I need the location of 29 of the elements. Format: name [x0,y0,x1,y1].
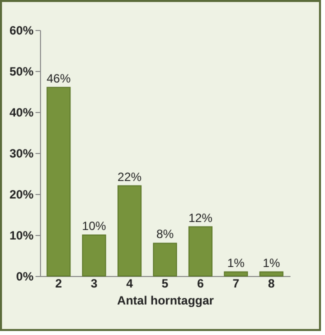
data-label: 1% [262,256,280,270]
x-tick-label: 3 [90,276,98,290]
data-label: 46% [46,71,71,86]
data-label: 1% [227,256,245,270]
y-tick-label: 30% [9,146,34,160]
bar [118,185,142,276]
y-tick-label: 10% [9,228,34,242]
bar [188,226,212,276]
data-label: 10% [82,219,106,233]
y-tick-label: 60% [9,24,34,38]
y-tick-label: 40% [9,106,34,120]
data-label: 8% [156,227,174,242]
data-label: 12% [188,210,213,225]
x-axis-title: Antal horntaggar [117,294,214,308]
x-tick-label: 8 [268,276,276,290]
bar [259,271,284,276]
bar [224,271,248,276]
y-tick-label: 0% [16,270,34,284]
x-tick-label: 6 [197,276,204,290]
x-tick-label: 4 [126,276,134,290]
x-tick-label: 5 [162,276,169,290]
y-tick-label: 50% [9,64,34,78]
data-label: 22% [118,170,142,184]
x-tick-label: 2 [55,276,62,290]
y-tick-label: 20% [9,188,34,202]
bar [82,234,106,276]
x-tick-label: 7 [232,276,240,290]
bar [46,86,71,276]
bar [152,242,178,276]
